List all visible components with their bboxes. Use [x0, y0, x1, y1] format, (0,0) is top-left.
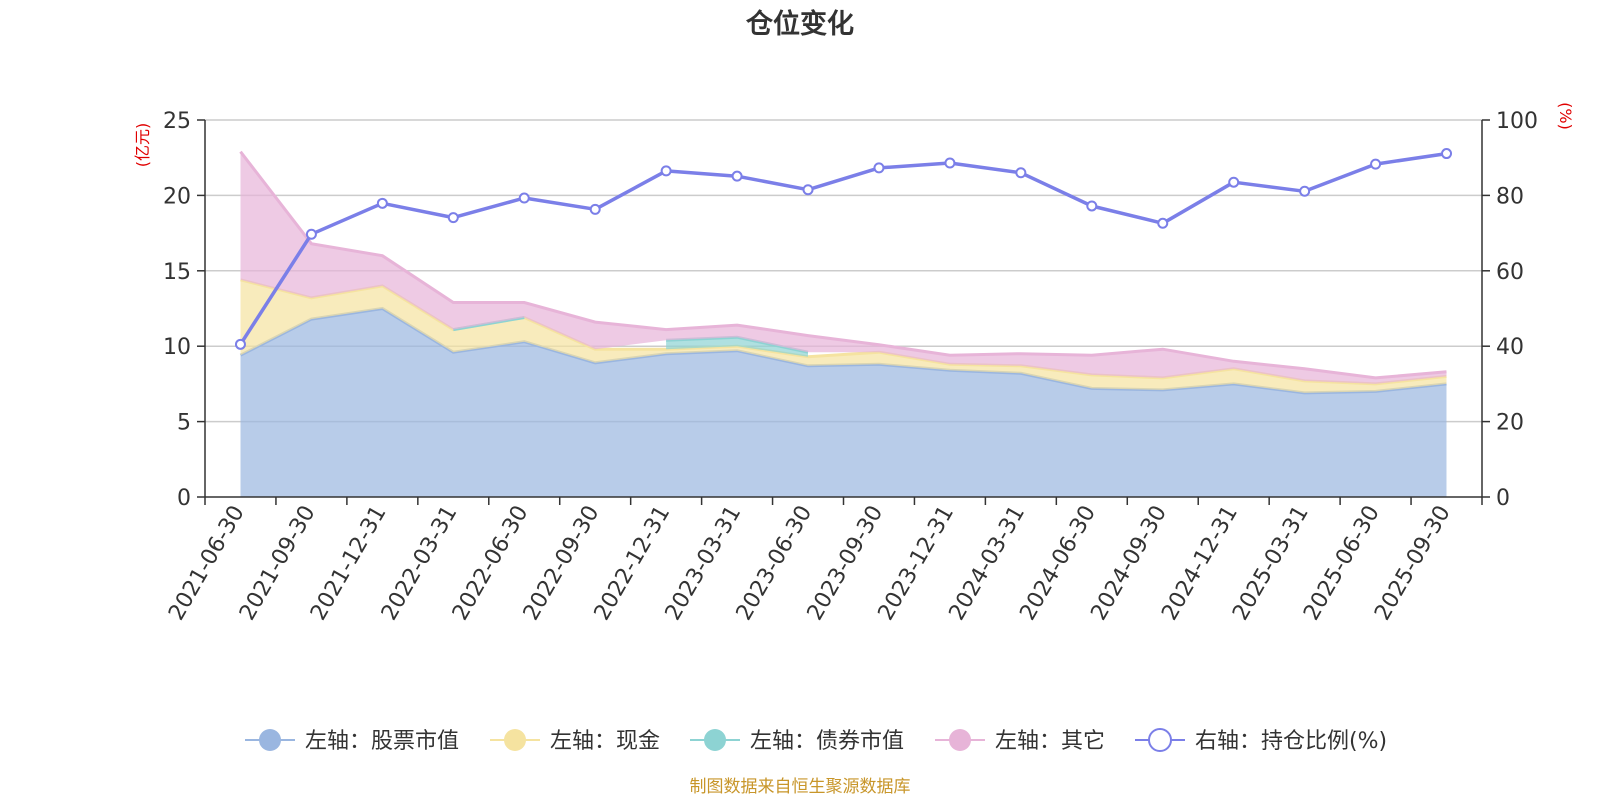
area-fill-1-0 [240, 279, 1447, 393]
left-axis-tick-label: 15 [163, 260, 191, 285]
ratio-point [1086, 200, 1098, 212]
legend-item: 右轴：持仓比例(%) [1135, 728, 1387, 754]
ratio-point [447, 212, 459, 224]
ratio-point [1370, 158, 1382, 170]
right-axis-tick-label: 0 [1496, 486, 1510, 511]
legend-label: 左轴：现金 [550, 729, 660, 754]
right-axis-tick-label: 100 [1496, 109, 1538, 134]
x-axis-tick-label: 2021-12-31 [306, 502, 392, 625]
left-axis-tick-label: 5 [177, 411, 191, 436]
legend-item: 左轴：债券市值 [690, 729, 904, 754]
right-axis-tick-label: 20 [1496, 411, 1524, 436]
x-axis-tick-label: 2023-12-31 [874, 502, 960, 625]
ratio-point [1228, 176, 1240, 188]
x-axis-tick-label: 2022-06-30 [448, 502, 534, 625]
legend-marker [704, 729, 726, 751]
x-axis-tick-label: 2021-06-30 [164, 502, 250, 625]
left-axis-label: (亿元) [133, 123, 152, 168]
ratio-point [1441, 148, 1453, 160]
ratio-point [589, 203, 601, 215]
ratio-point [1015, 167, 1027, 179]
x-axis-tick-label: 2022-12-31 [590, 502, 676, 625]
area-edge-3-0 [239, 150, 1447, 380]
area-edge-1-0 [240, 278, 1447, 386]
ratio-point [234, 338, 246, 350]
legend-label: 右轴：持仓比例(%) [1195, 729, 1387, 754]
right-axis-tick-label: 40 [1496, 335, 1524, 360]
data-source-note: 制图数据来自恒生聚源数据库 [690, 777, 911, 797]
legend-marker [1148, 728, 1172, 752]
ratio-point [1157, 217, 1169, 229]
x-axis-tick-label: 2024-09-30 [1086, 502, 1172, 625]
legend-label: 左轴：股票市值 [305, 729, 459, 754]
left-axis-tick-label: 25 [163, 109, 191, 134]
right-axis-tick-label: 80 [1496, 184, 1524, 209]
x-axis-tick-label: 2023-09-30 [803, 502, 889, 625]
legend-item: 左轴：股票市值 [245, 729, 459, 754]
ratio-point [873, 162, 885, 174]
x-axis-tick-label: 2025-09-30 [1370, 502, 1456, 625]
ratio-line [239, 151, 1447, 346]
ratio-point [376, 197, 388, 209]
left-axis-tick-label: 0 [177, 486, 191, 511]
ratio-point [802, 184, 814, 196]
x-axis-tick-label: 2025-06-30 [1299, 502, 1385, 625]
right-axis-tick-label: 60 [1496, 260, 1524, 285]
legend-marker [259, 729, 281, 751]
legend-marker [504, 729, 526, 751]
legend-item: 左轴：现金 [490, 729, 660, 754]
ratio-point [660, 165, 672, 177]
ratio-point [305, 228, 317, 240]
right-axis-label: (%) [1556, 102, 1575, 130]
ratio-point [1299, 185, 1311, 197]
legend-label: 左轴：债券市值 [750, 729, 904, 754]
x-axis-tick-label: 2021-09-30 [235, 502, 321, 625]
legend-label: 左轴：其它 [995, 729, 1105, 754]
ratio-point [944, 157, 956, 169]
x-axis-tick-label: 2024-06-30 [1015, 502, 1101, 625]
left-axis-tick-label: 20 [163, 184, 191, 209]
x-axis-tick-label: 2022-09-30 [519, 502, 605, 625]
ratio-point [518, 192, 530, 204]
area-fill-2-1 [666, 337, 808, 357]
legend: 左轴：股票市值 左轴：现金 左轴：债券市值 左轴：其它 右轴：持仓比例(%) [245, 728, 1387, 754]
x-axis-tick-label: 2023-06-30 [732, 502, 818, 625]
x-axis-tick-label: 2024-12-31 [1157, 502, 1243, 625]
legend-marker [949, 729, 971, 751]
area-series-layer [239, 150, 1447, 497]
legend-item: 左轴：其它 [935, 729, 1105, 754]
x-axis-tick-label: 2022-03-31 [377, 502, 463, 625]
left-axis-tick-label: 10 [163, 335, 191, 360]
x-axis-tick-label: 2023-03-31 [661, 502, 747, 625]
ratio-point [731, 170, 743, 182]
x-axis-tick-label: 2025-03-31 [1228, 502, 1314, 625]
chart-title: 仓位变化 [745, 8, 854, 40]
line-series-layer [234, 148, 1453, 350]
x-axis-tick-label: 2024-03-31 [945, 502, 1031, 625]
area-fill-0-0 [240, 308, 1447, 497]
